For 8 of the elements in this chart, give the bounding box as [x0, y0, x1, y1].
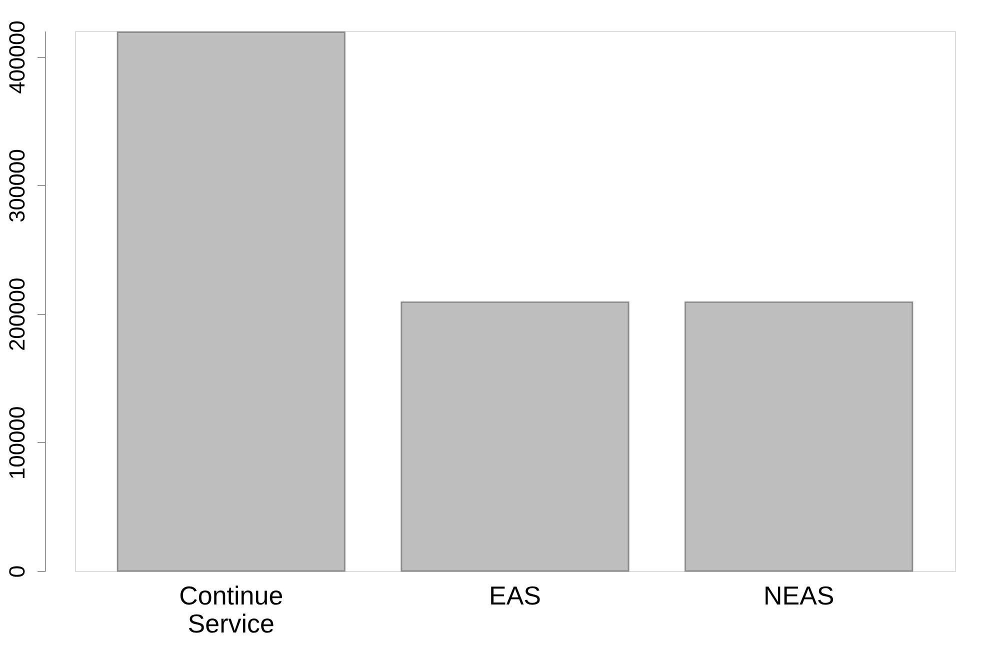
- x-tick-label: Continue Service: [179, 580, 284, 638]
- y-tick-label: 200000: [4, 278, 30, 352]
- x-tick-label: EAS: [488, 580, 542, 610]
- y-tick-label: 100000: [4, 406, 30, 480]
- x-tick-label: NEAS: [763, 580, 834, 610]
- y-tick-label: 400000: [4, 20, 30, 94]
- y-tick-label: 300000: [4, 149, 30, 222]
- y-tick-label: 0: [4, 565, 30, 578]
